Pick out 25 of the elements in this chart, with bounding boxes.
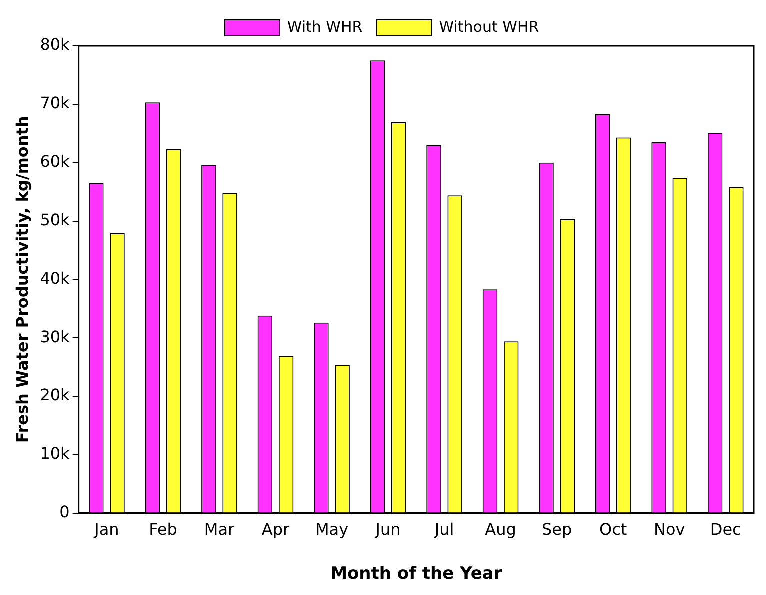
x-tick-label: Apr — [262, 520, 290, 540]
x-tick-label: Jun — [374, 520, 401, 540]
y-tick-label: 20k — [40, 386, 71, 405]
y-tick-label: 40k — [40, 268, 71, 288]
x-tick-label: Jul — [434, 520, 454, 540]
x-tick-label: May — [315, 520, 349, 540]
y-tick-label: 80k — [40, 35, 71, 54]
y-tick-label: 60k — [40, 152, 71, 172]
x-tick-label: Aug — [485, 520, 516, 540]
x-tick-label: Dec — [710, 520, 742, 540]
y-tick-label: 0 — [60, 502, 70, 522]
legend-label: Without WHR — [439, 18, 540, 36]
y-tick-label: 70k — [40, 94, 71, 113]
y-tick-label: 50k — [40, 210, 71, 230]
y-axis-title: Fresh Water Productivitiy, kg/month — [12, 116, 32, 444]
y-tick-label: 30k — [40, 327, 71, 346]
x-tick-label: Nov — [654, 520, 686, 540]
legend-label: With WHR — [287, 18, 363, 36]
x-tick-label: Jan — [94, 520, 120, 540]
x-tick-label: Mar — [204, 520, 235, 540]
x-tick-label: Sep — [542, 520, 572, 540]
x-tick-label: Oct — [600, 520, 628, 540]
x-tick-label: Feb — [149, 520, 178, 540]
x-axis-title: Month of the Year — [330, 564, 503, 584]
y-tick-label: 10k — [40, 444, 71, 464]
